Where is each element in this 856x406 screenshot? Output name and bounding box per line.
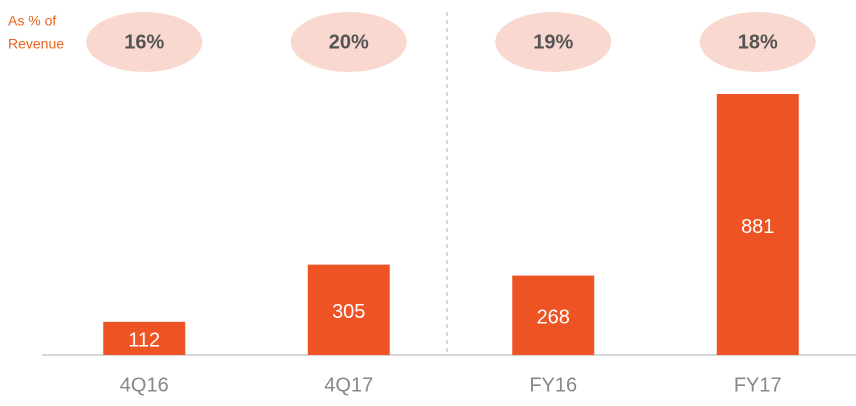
- bar: [103, 321, 186, 355]
- value-label: 268: [537, 307, 570, 329]
- share-bubble: [86, 12, 203, 72]
- x-tick-label: 4Q16: [120, 374, 169, 396]
- bar: [307, 264, 390, 355]
- share-bubble: [699, 12, 816, 72]
- share-value: 16%: [124, 31, 164, 53]
- share-bubble: [290, 12, 407, 72]
- bar: [512, 275, 595, 355]
- share-value: 20%: [329, 31, 369, 53]
- value-label: 112: [128, 330, 160, 352]
- bar: [716, 93, 799, 355]
- x-tick-label: 4Q17: [324, 374, 373, 396]
- share-label: Revenue: [8, 36, 64, 52]
- share-value: 19%: [533, 31, 573, 53]
- x-tick-label: FY16: [529, 374, 577, 396]
- x-tick-label: FY17: [734, 374, 782, 396]
- value-label: 881: [741, 216, 774, 238]
- value-label: 305: [332, 301, 365, 323]
- share-bubble: [495, 12, 612, 72]
- share-value: 18%: [738, 31, 778, 53]
- share-label: As % of: [8, 13, 56, 29]
